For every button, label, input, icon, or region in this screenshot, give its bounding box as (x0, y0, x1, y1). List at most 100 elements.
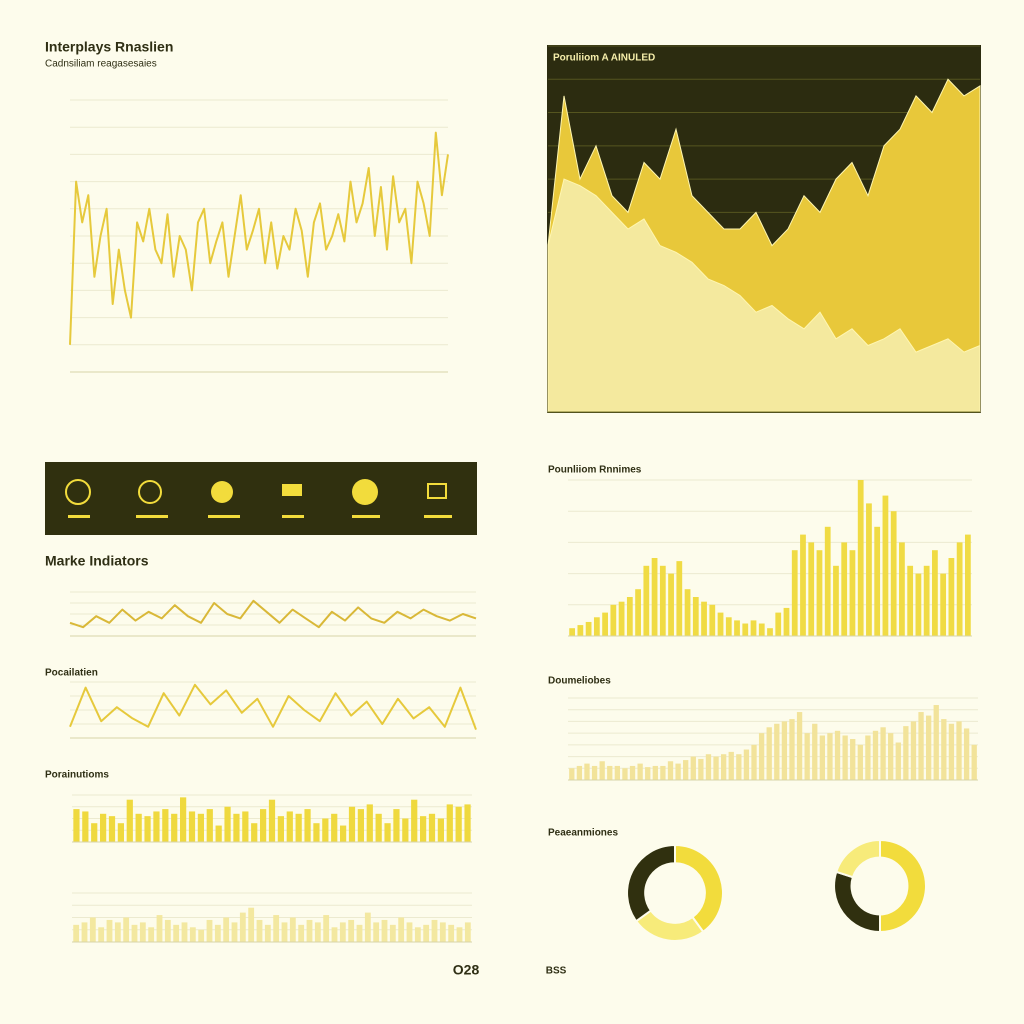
chart-title: Peaeanmiones (548, 828, 618, 839)
bar (637, 763, 643, 780)
bar (607, 765, 613, 780)
icon (427, 483, 447, 499)
bar (963, 728, 970, 780)
icon-label (68, 515, 90, 518)
bar (948, 723, 955, 780)
bar (339, 922, 346, 942)
bar (918, 712, 924, 780)
bar (808, 542, 815, 636)
bar (206, 919, 213, 942)
line (69, 683, 477, 730)
bar (971, 744, 977, 780)
bar (273, 915, 280, 942)
bar (295, 813, 302, 842)
bar (659, 565, 666, 636)
bar (268, 799, 276, 842)
bar (635, 589, 641, 636)
bar (340, 825, 347, 842)
bar (411, 799, 418, 842)
bar (899, 542, 905, 636)
bar (446, 804, 453, 842)
icon (282, 484, 302, 496)
bar (751, 744, 757, 780)
icon-label (424, 515, 452, 518)
bar (692, 597, 699, 636)
bar (239, 912, 246, 942)
bar (585, 621, 592, 636)
bar (602, 612, 608, 636)
bar (356, 924, 363, 942)
icon-label (208, 515, 240, 518)
bar (667, 761, 674, 780)
bar (910, 721, 917, 780)
bar (100, 813, 107, 842)
icon (138, 480, 162, 504)
bar (389, 924, 396, 942)
pie-slice (835, 838, 881, 879)
bar (455, 806, 462, 842)
bar (439, 922, 446, 942)
bar (420, 816, 427, 842)
bar (323, 915, 330, 942)
area (547, 178, 981, 413)
bar (941, 719, 947, 780)
bar (652, 765, 658, 780)
bar (73, 809, 80, 842)
bar (464, 804, 471, 842)
bar (800, 534, 806, 636)
bar (676, 561, 683, 636)
bar (651, 558, 658, 636)
bar (286, 811, 293, 842)
bar (106, 919, 113, 942)
bar (91, 823, 98, 842)
bar (690, 756, 696, 780)
bar (313, 823, 320, 842)
bar (73, 924, 80, 942)
bar (206, 809, 213, 842)
bar (834, 730, 841, 780)
bar (622, 768, 628, 780)
bar (796, 712, 803, 780)
line (69, 131, 449, 345)
bar (114, 922, 121, 942)
chart-title: Pocailatien (45, 668, 98, 679)
bar (775, 612, 782, 636)
bar (709, 604, 716, 636)
bar (816, 550, 823, 636)
bar (89, 917, 96, 942)
bar (131, 924, 138, 942)
bar (381, 919, 388, 942)
bar (233, 813, 240, 842)
bar (414, 927, 421, 942)
bar (406, 922, 413, 942)
bar (576, 765, 583, 780)
icon (211, 481, 233, 503)
bar (903, 726, 909, 780)
bar (298, 924, 305, 942)
bar (348, 919, 355, 942)
bar (181, 922, 188, 942)
bar (767, 628, 773, 636)
bar (171, 813, 178, 842)
bar (742, 623, 749, 636)
bar (135, 813, 142, 842)
icon-label (282, 515, 304, 518)
bar (684, 589, 691, 636)
icon (352, 479, 378, 505)
bar (281, 922, 288, 942)
bar (728, 751, 734, 780)
bar (314, 922, 321, 942)
bar (804, 733, 810, 780)
bar (890, 511, 897, 636)
bar (880, 727, 886, 780)
bar (569, 768, 575, 780)
bar (842, 735, 848, 780)
bar (162, 809, 169, 842)
bar (717, 612, 724, 636)
bar (774, 723, 780, 780)
bar (393, 809, 400, 842)
bar (872, 730, 879, 780)
bar (139, 922, 146, 942)
bar (197, 813, 204, 842)
